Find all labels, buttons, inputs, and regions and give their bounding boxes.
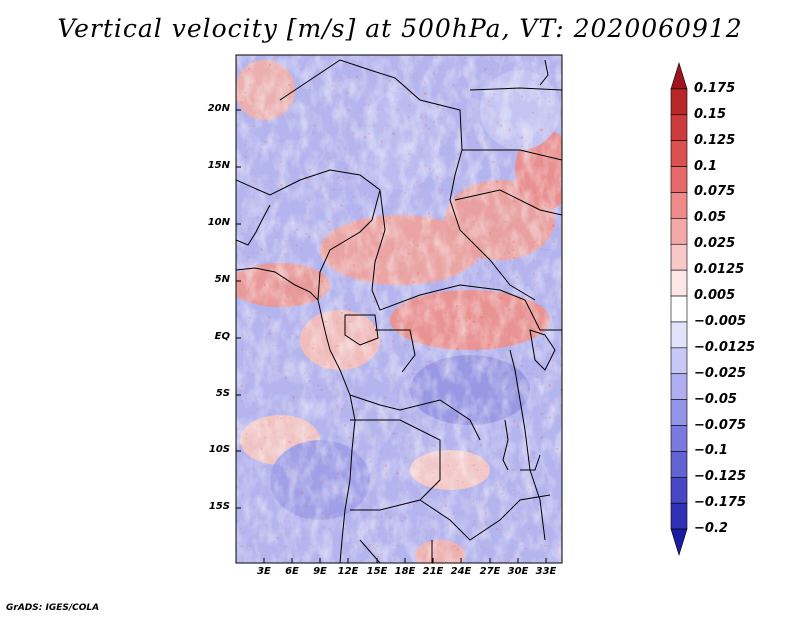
- colorbar-label: 0.125: [694, 132, 736, 148]
- lat-label: 20N: [207, 103, 230, 114]
- colorbar-swatch: [670, 425, 688, 452]
- colorbar-swatch: [670, 477, 688, 504]
- map-frame: [235, 54, 563, 564]
- lon-label: 33E: [535, 566, 557, 577]
- colorbar-label: −0.075: [694, 417, 747, 433]
- colorbar-label: −0.125: [694, 469, 747, 485]
- lon-label: 27E: [479, 566, 501, 577]
- lon-label: 3E: [257, 566, 271, 577]
- lat-label: 15N: [207, 160, 230, 171]
- lon-label: 9E: [313, 566, 327, 577]
- lat-label: 15S: [208, 501, 230, 512]
- lon-label: 30E: [507, 566, 529, 577]
- colorbar-swatch: [670, 88, 688, 116]
- colorbar-swatch: [670, 140, 688, 167]
- colorbar-swatch: [670, 61, 688, 90]
- colorbar-label: −0.025: [694, 365, 747, 381]
- grads-credit: GrADS: IGES/COLA: [6, 603, 100, 613]
- colorbar-swatch: [670, 528, 688, 557]
- lat-label: 10N: [207, 217, 230, 228]
- colorbar-swatch: [670, 269, 688, 297]
- colorbar-swatch: [670, 243, 688, 271]
- colorbar-swatch: [670, 399, 688, 426]
- colorbar-swatch: [670, 114, 688, 141]
- colorbar-label: −0.2: [694, 521, 728, 537]
- colorbar-label: −0.005: [694, 313, 747, 329]
- colorbar-label: 0.0125: [694, 262, 745, 278]
- colorbar-label: −0.1: [694, 443, 728, 459]
- colorbar-label: 0.175: [694, 80, 736, 96]
- colorbar-label: 0.05: [694, 210, 727, 226]
- colorbar-label: 0.15: [694, 106, 727, 122]
- colorbar-swatch: [670, 451, 688, 478]
- colorbar: [670, 61, 688, 557]
- colorbar-swatch: [670, 192, 688, 219]
- colorbar-label: −0.0125: [694, 339, 756, 355]
- colorbar-swatch: [670, 502, 688, 530]
- colorbar-label: 0.025: [694, 236, 736, 252]
- lon-label: 24E: [450, 566, 472, 577]
- lat-label: 5S: [215, 388, 230, 399]
- lon-label: 12E: [337, 566, 359, 577]
- colorbar-swatch: [670, 347, 688, 375]
- colorbar-swatch: [670, 295, 688, 323]
- lat-label: EQ: [214, 331, 230, 342]
- colorbar-swatch: [670, 321, 688, 349]
- colorbar-swatch: [670, 373, 688, 400]
- chart-title: Vertical velocity [m/s] at 500hPa, VT: 2…: [57, 14, 743, 43]
- colorbar-label: −0.05: [694, 391, 737, 407]
- lat-label: 10S: [208, 444, 230, 455]
- lon-label: 15E: [366, 566, 388, 577]
- colorbar-label: 0.075: [694, 184, 736, 200]
- lon-label: 21E: [422, 566, 444, 577]
- lon-label: 6E: [285, 566, 299, 577]
- map-plot-area: [236, 55, 562, 563]
- colorbar-label: 0.1: [694, 158, 718, 174]
- colorbar-swatch: [670, 166, 688, 193]
- lon-label: 18E: [394, 566, 416, 577]
- colorbar-swatch: [670, 218, 688, 245]
- colorbar-label: −0.175: [694, 495, 747, 511]
- lat-label: 5N: [214, 274, 230, 285]
- colorbar-label: 0.005: [694, 288, 736, 304]
